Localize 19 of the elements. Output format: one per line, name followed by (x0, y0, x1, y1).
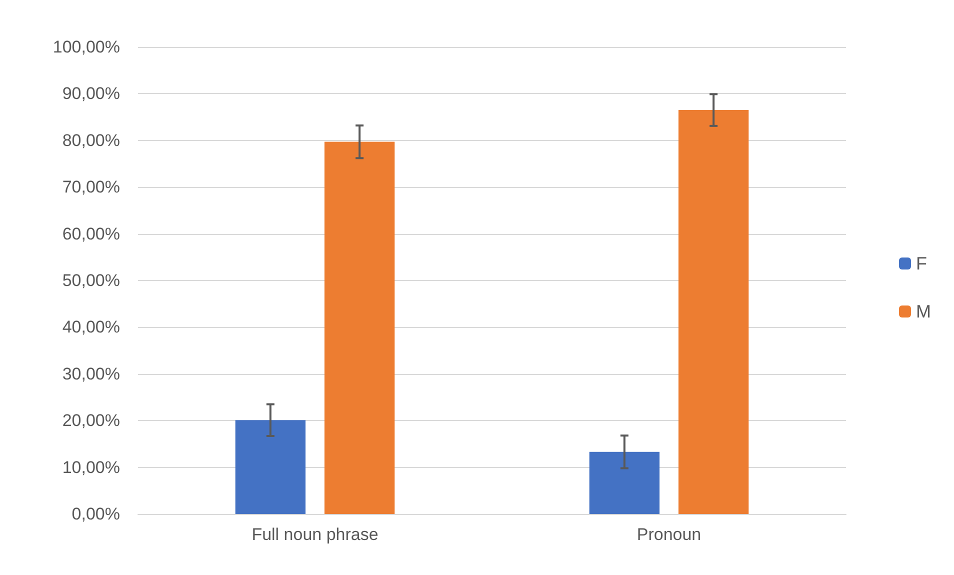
y-tick-label: 30,00% (62, 364, 120, 384)
y-tick-label: 40,00% (62, 318, 120, 337)
x-tick-label: Full noun phrase (252, 525, 378, 544)
y-tick-label: 80,00% (62, 130, 120, 150)
y-tick-label: 10,00% (62, 458, 120, 477)
y-tick-label: 100,00% (52, 38, 120, 56)
legend-label: F (916, 254, 928, 274)
y-tick-label: 0,00% (72, 504, 120, 524)
y-tick-label: 60,00% (62, 224, 120, 244)
y-tick-label: 90,00% (62, 84, 120, 104)
y-tick-label: 50,00% (62, 271, 120, 290)
bar (235, 420, 306, 514)
bar (678, 110, 749, 514)
bar (589, 452, 660, 514)
x-tick-label: Pronoun (636, 525, 702, 544)
legend-label: M (916, 302, 932, 322)
y-tick-label: 70,00% (62, 178, 120, 197)
y-tick-label: 20,00% (62, 411, 120, 430)
bar (324, 142, 395, 514)
